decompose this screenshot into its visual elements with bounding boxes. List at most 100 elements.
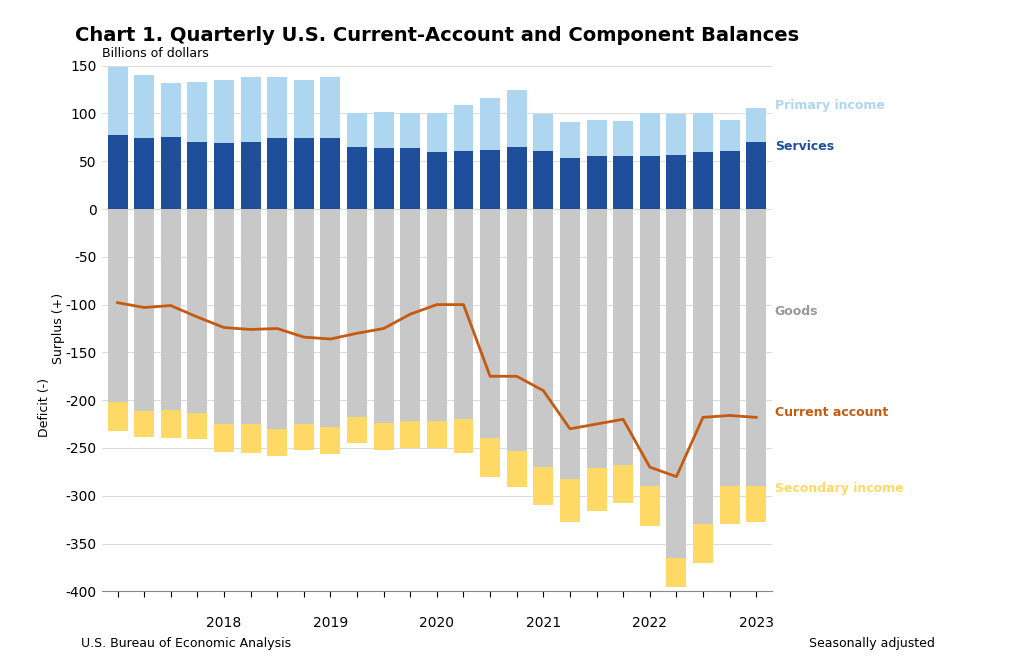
Bar bbox=[241, 424, 260, 453]
Bar bbox=[614, 121, 633, 156]
Bar bbox=[614, 465, 633, 503]
Bar bbox=[693, 114, 713, 152]
Bar bbox=[614, 209, 633, 465]
Bar bbox=[267, 139, 288, 209]
Bar bbox=[481, 98, 500, 150]
Bar bbox=[294, 424, 314, 450]
Bar bbox=[347, 147, 367, 209]
Text: 2018: 2018 bbox=[206, 616, 242, 630]
Bar bbox=[161, 83, 181, 137]
Bar bbox=[108, 209, 128, 402]
Text: Primary income: Primary income bbox=[775, 99, 885, 112]
Bar bbox=[320, 209, 340, 427]
Bar bbox=[241, 142, 260, 209]
Text: Deficit (-): Deficit (-) bbox=[39, 378, 51, 437]
Bar bbox=[241, 77, 260, 142]
Bar bbox=[134, 411, 154, 438]
Bar bbox=[427, 209, 447, 421]
Bar bbox=[666, 558, 687, 587]
Bar bbox=[507, 147, 526, 209]
Bar bbox=[640, 114, 659, 156]
Bar bbox=[374, 209, 393, 423]
Title: Chart 1. Quarterly U.S. Current-Account and Component Balances: Chart 1. Quarterly U.S. Current-Account … bbox=[75, 26, 799, 45]
Bar bbox=[640, 209, 659, 486]
Bar bbox=[347, 417, 367, 443]
Bar bbox=[693, 209, 713, 524]
Bar bbox=[507, 451, 526, 487]
Bar bbox=[586, 468, 607, 511]
Bar bbox=[320, 139, 340, 209]
Bar bbox=[267, 209, 288, 429]
Bar bbox=[453, 209, 473, 419]
Bar bbox=[294, 139, 314, 209]
Bar bbox=[719, 486, 740, 524]
Bar bbox=[134, 76, 154, 139]
Bar bbox=[187, 209, 207, 413]
Bar bbox=[294, 209, 314, 424]
Bar bbox=[320, 77, 340, 139]
Bar bbox=[666, 114, 687, 154]
Bar bbox=[400, 421, 421, 448]
Bar bbox=[108, 402, 128, 431]
Bar bbox=[214, 209, 234, 424]
Text: 2021: 2021 bbox=[525, 616, 561, 630]
Bar bbox=[214, 424, 234, 452]
Text: Goods: Goods bbox=[775, 305, 818, 318]
Bar bbox=[453, 150, 473, 209]
Text: Current account: Current account bbox=[775, 406, 888, 419]
Bar bbox=[427, 421, 447, 448]
Bar bbox=[187, 413, 207, 440]
Text: 2019: 2019 bbox=[313, 616, 348, 630]
Bar bbox=[481, 209, 500, 438]
Bar bbox=[214, 143, 234, 209]
Bar bbox=[241, 209, 260, 424]
Bar bbox=[746, 142, 766, 209]
Bar bbox=[347, 209, 367, 417]
Bar bbox=[187, 142, 207, 209]
Text: 2020: 2020 bbox=[420, 616, 454, 630]
Bar bbox=[693, 524, 713, 562]
Bar bbox=[719, 209, 740, 486]
Bar bbox=[294, 80, 314, 139]
Bar bbox=[533, 114, 554, 150]
Text: Seasonally adjusted: Seasonally adjusted bbox=[809, 637, 935, 650]
Bar bbox=[533, 150, 554, 209]
Bar bbox=[453, 419, 473, 453]
Bar bbox=[108, 135, 128, 209]
Bar bbox=[453, 105, 473, 150]
Bar bbox=[161, 410, 181, 438]
Bar bbox=[427, 112, 447, 152]
Text: Surplus (+): Surplus (+) bbox=[52, 293, 64, 364]
Bar bbox=[134, 139, 154, 209]
Bar bbox=[507, 209, 526, 451]
Bar bbox=[586, 209, 607, 468]
Bar bbox=[374, 148, 393, 209]
Bar bbox=[374, 423, 393, 450]
Bar bbox=[267, 429, 288, 455]
Text: U.S. Bureau of Economic Analysis: U.S. Bureau of Economic Analysis bbox=[81, 637, 292, 650]
Bar bbox=[400, 114, 421, 148]
Bar bbox=[108, 66, 128, 135]
Bar bbox=[746, 486, 766, 522]
Text: 2022: 2022 bbox=[632, 616, 668, 630]
Bar bbox=[533, 467, 554, 505]
Text: 2023: 2023 bbox=[739, 616, 774, 630]
Bar bbox=[400, 209, 421, 421]
Bar bbox=[320, 427, 340, 454]
Bar bbox=[374, 112, 393, 148]
Text: Services: Services bbox=[775, 141, 834, 154]
Bar bbox=[161, 209, 181, 410]
Bar bbox=[187, 82, 207, 142]
Bar bbox=[533, 209, 554, 467]
Bar bbox=[693, 152, 713, 209]
Bar bbox=[560, 122, 580, 158]
Bar bbox=[347, 112, 367, 147]
Text: Billions of dollars: Billions of dollars bbox=[102, 47, 208, 60]
Bar bbox=[267, 77, 288, 139]
Bar bbox=[560, 478, 580, 522]
Bar bbox=[560, 209, 580, 478]
Bar bbox=[586, 156, 607, 209]
Bar bbox=[214, 80, 234, 143]
Bar bbox=[586, 120, 607, 156]
Bar bbox=[481, 150, 500, 209]
